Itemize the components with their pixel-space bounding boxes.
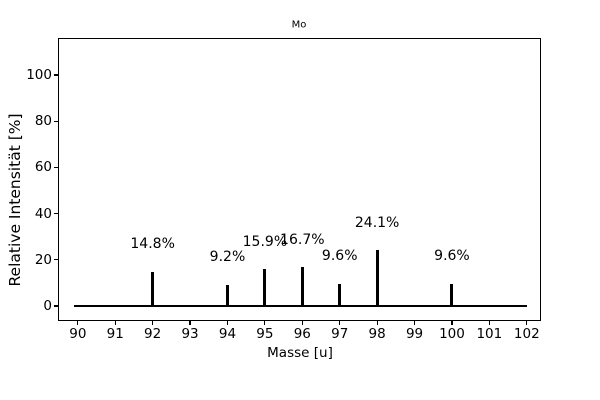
x-tick-label: 95 — [256, 325, 274, 342]
stem-bar — [151, 271, 155, 306]
x-tick-label: 91 — [106, 325, 124, 342]
y-tick — [54, 259, 58, 261]
x-tick-label: 99 — [405, 325, 424, 342]
chart-title: Mo — [291, 19, 307, 31]
x-tick — [376, 320, 378, 325]
stem-bar — [375, 250, 379, 306]
point-label: 9.6% — [434, 248, 470, 265]
y-tick-label: 20 — [34, 251, 52, 268]
y-tick-label: 0 — [43, 297, 52, 314]
x-tick — [264, 320, 266, 325]
point-label: 24.1% — [354, 214, 400, 231]
stem-bar — [338, 283, 342, 306]
point-label: 9.6% — [321, 248, 358, 265]
x-tick-label: 97 — [331, 325, 349, 342]
y-tick-label: 60 — [34, 159, 52, 176]
y-tick-label: 100 — [26, 66, 52, 83]
y-tick-label: 40 — [34, 205, 52, 222]
point-label: 16.7% — [280, 231, 325, 248]
stem-bar — [263, 269, 267, 306]
point-label: 15.9% — [242, 233, 288, 250]
stem-bar — [225, 284, 229, 306]
plot-area — [58, 38, 541, 321]
stem-bar — [300, 267, 304, 306]
point-label: 14.8% — [130, 236, 175, 253]
x-tick — [77, 320, 79, 325]
stem-baseline — [74, 305, 527, 307]
x-tick — [301, 320, 303, 325]
x-tick — [189, 320, 191, 325]
y-tick-label: 80 — [34, 113, 52, 130]
y-tick — [54, 166, 58, 168]
x-tick — [152, 320, 154, 325]
point-label: 9.2% — [209, 249, 246, 266]
x-axis-label: Masse [u] — [267, 345, 333, 361]
stem-bar — [450, 283, 454, 306]
x-tick-label: 102 — [513, 325, 540, 342]
x-tick-label: 92 — [144, 325, 162, 342]
y-tick — [54, 305, 58, 307]
x-tick — [226, 320, 229, 325]
y-axis-label: Relative Intensität [%] — [6, 113, 24, 287]
x-tick — [339, 320, 341, 325]
x-tick — [488, 320, 490, 325]
x-tick — [413, 320, 416, 325]
x-tick-label: 101 — [476, 325, 503, 342]
x-tick-label: 100 — [439, 325, 465, 342]
x-tick-label: 94 — [218, 325, 237, 342]
x-tick-label: 93 — [181, 325, 199, 342]
x-tick — [451, 320, 453, 325]
x-tick-label: 96 — [293, 325, 311, 342]
y-tick — [54, 120, 58, 122]
x-tick-label: 98 — [368, 325, 386, 342]
y-tick — [54, 74, 58, 76]
y-tick — [54, 212, 58, 215]
x-tick-label: 90 — [69, 325, 87, 342]
x-tick — [526, 320, 528, 325]
x-tick — [114, 320, 116, 325]
